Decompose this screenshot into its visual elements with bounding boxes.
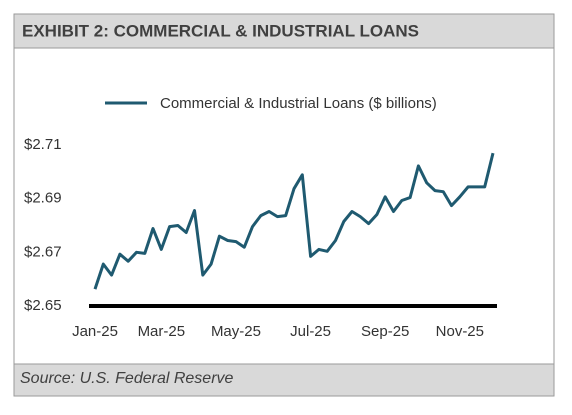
source: Source: U.S. Federal Reserve <box>20 370 234 387</box>
y-tick-label: $2.65 <box>24 297 62 314</box>
frame <box>13 13 555 397</box>
y-tick-label: $2.71 <box>24 136 62 153</box>
x-tick-label: May-25 <box>211 323 261 340</box>
chart-title: EXHIBIT 2: COMMERCIAL & INDUSTRIAL LOANS <box>22 21 419 40</box>
data-line <box>93 152 495 290</box>
y-tick-label: $2.67 <box>24 243 62 260</box>
x-tick-label: Jan-25 <box>72 323 118 340</box>
header-bar <box>13 13 555 49</box>
x-tick-label: Mar-25 <box>138 323 186 340</box>
x-tick-label: Sep-25 <box>361 323 409 340</box>
x-tick-label: Jul-25 <box>290 323 331 340</box>
y-tick-label: $2.69 <box>24 190 62 207</box>
footer-bar <box>13 363 555 397</box>
legend-label: Commercial & Industrial Loans ($ billion… <box>160 95 437 112</box>
x-tick-label: Nov-25 <box>436 323 484 340</box>
